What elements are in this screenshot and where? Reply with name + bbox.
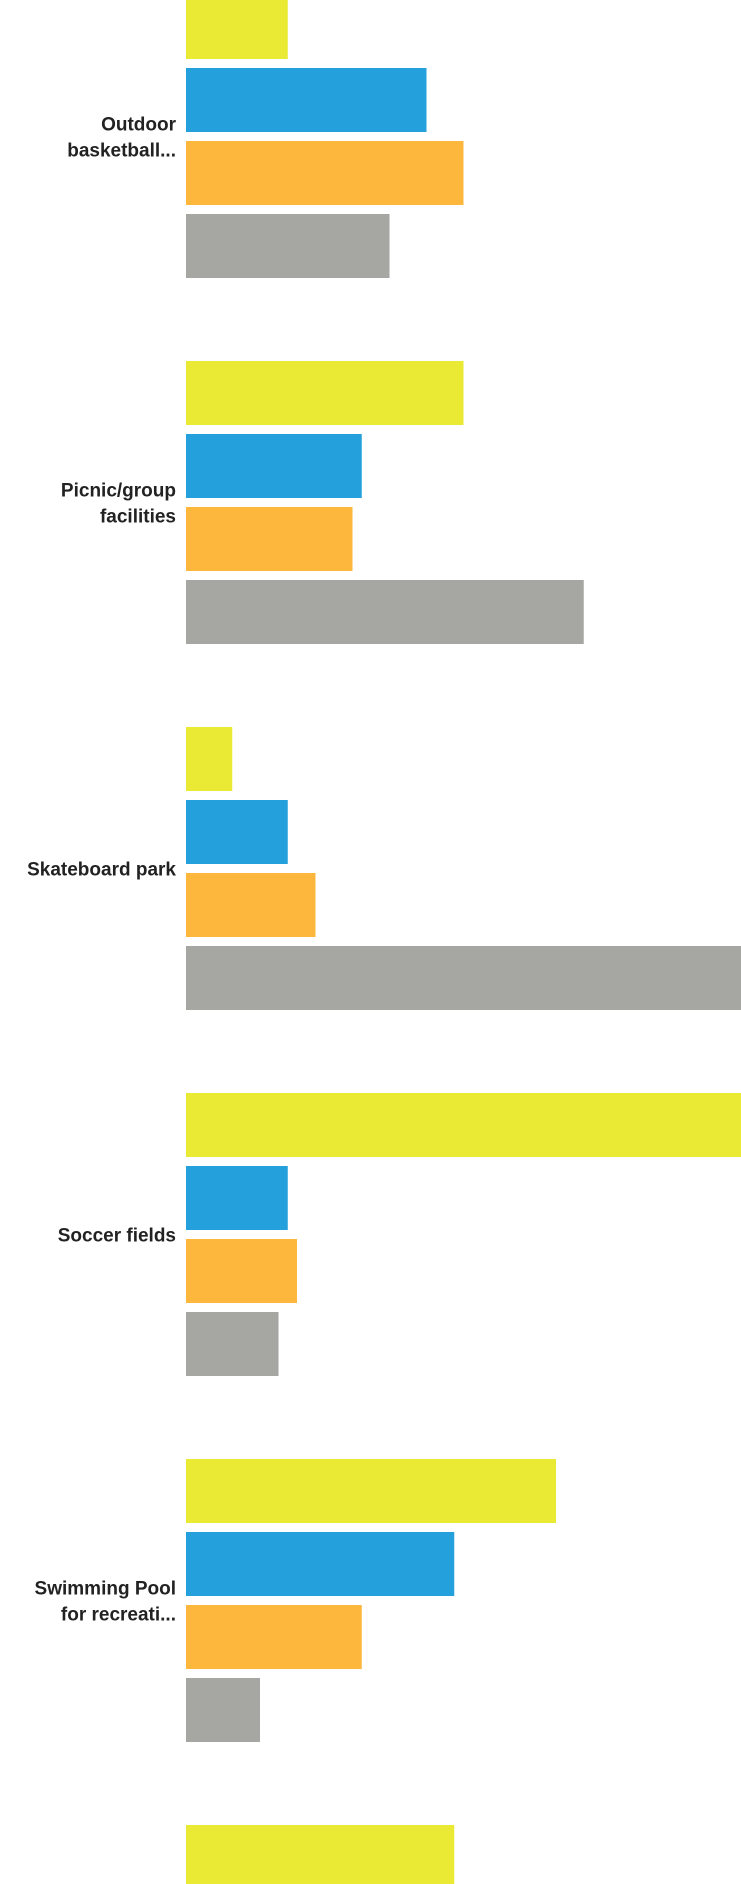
bar xyxy=(186,580,584,644)
category-label: Outdoor basketball... xyxy=(67,115,176,162)
bar xyxy=(186,946,741,1010)
category-label-line: Swimming Pool xyxy=(35,1579,176,1600)
category-label: Swimming Pool for recreati... xyxy=(35,1579,176,1626)
category-label-line: basketball... xyxy=(67,141,176,162)
bar xyxy=(186,361,464,425)
bar xyxy=(186,1093,741,1157)
bar-group xyxy=(186,727,741,1010)
bar xyxy=(186,434,362,498)
bar xyxy=(186,873,316,937)
bar xyxy=(186,0,288,59)
category-label-line: Soccer fields xyxy=(58,1226,176,1247)
bar-group xyxy=(186,361,584,644)
category-label-line: Picnic/group xyxy=(61,481,176,502)
category-label: Picnic/group facilities xyxy=(61,481,176,528)
category-label-line: Skateboard park xyxy=(27,860,176,881)
category-label-line: for recreati... xyxy=(61,1605,176,1626)
bar xyxy=(186,507,353,571)
bar xyxy=(186,1312,279,1376)
bar xyxy=(186,1678,260,1742)
bar-group xyxy=(186,1825,455,1884)
bar-group xyxy=(186,1093,741,1376)
bar xyxy=(186,1605,362,1669)
bar xyxy=(186,1459,556,1523)
bar xyxy=(186,1532,455,1596)
category-label-line: Outdoor xyxy=(101,115,177,136)
bar xyxy=(186,1239,297,1303)
bar xyxy=(186,141,464,205)
bar xyxy=(186,727,233,791)
bar xyxy=(186,68,427,132)
category-label: Soccer fields xyxy=(58,1226,176,1247)
bar xyxy=(186,1825,455,1884)
category-label: Skateboard park xyxy=(27,860,176,881)
bar xyxy=(186,214,390,278)
bar xyxy=(186,800,288,864)
bar-group xyxy=(186,1459,556,1742)
bar xyxy=(186,1166,288,1230)
bar-group xyxy=(186,0,464,278)
category-label-line: facilities xyxy=(100,507,176,528)
